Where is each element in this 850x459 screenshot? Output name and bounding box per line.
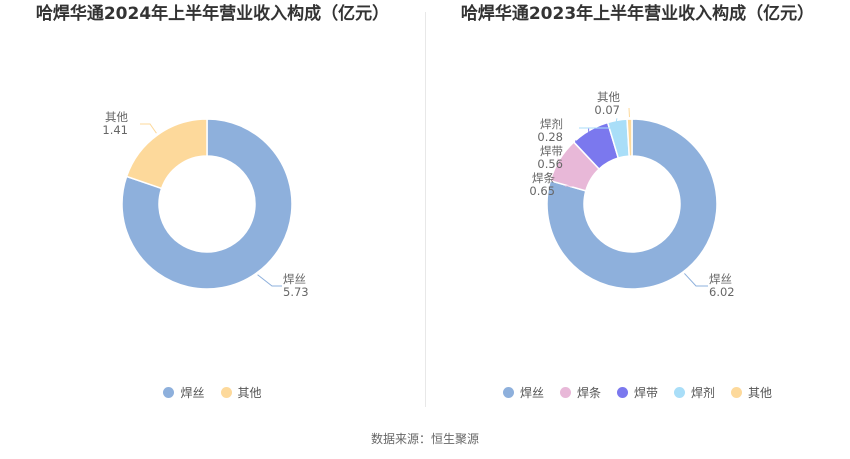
legend-dot-icon: [220, 387, 232, 398]
slice-label-value: 6.02: [709, 285, 735, 299]
legend-item-焊剂[interactable]: 焊剂: [674, 384, 715, 401]
legend-item-焊丝[interactable]: 焊丝: [502, 384, 544, 401]
slice-label-name: 焊带: [540, 144, 563, 158]
slice-label-name: 其他: [597, 90, 620, 104]
chart-panel-2024: 哈焊华通2024年上半年营业收入构成（亿元） 焊丝 5.73 其他 1.41 焊丝 其他: [0, 0, 425, 410]
legend-dot-icon: [616, 387, 628, 398]
leader-line-焊剂: [579, 118, 618, 129]
leader-line-焊丝: [684, 273, 708, 287]
slice-label-value: 0.07: [594, 103, 620, 117]
slice-其他: [626, 118, 633, 157]
legend-dot-icon: [731, 387, 743, 398]
legend-dot-icon: [502, 387, 514, 398]
slice-label-value: 0.56: [537, 157, 563, 171]
leader-line-焊带: [575, 128, 590, 142]
legend-dot-icon: [559, 387, 571, 398]
slice-其他: [125, 118, 208, 190]
legend-label: 焊带: [633, 386, 658, 400]
slice-label-name: 焊丝: [709, 272, 732, 286]
legend-item-焊带[interactable]: 焊带: [616, 384, 658, 401]
legend-dot-icon: [163, 387, 175, 398]
legend-label: 焊条: [576, 386, 601, 400]
legend-label: 焊剂: [691, 386, 716, 400]
legend-dot-icon: [674, 387, 685, 398]
chart-title: 哈焊华通2024年上半年营业收入构成（亿元）: [35, 4, 390, 24]
legend-label: 其他: [237, 386, 262, 400]
slice-label-name: 焊条: [532, 171, 555, 185]
slice-label-value: 0.65: [529, 184, 555, 198]
data-source-note: 数据来源：恒生聚源: [370, 432, 479, 446]
slice-label-name: 焊剂: [540, 117, 563, 131]
legend: 焊丝 焊条 焊带 焊剂 其他: [425, 384, 850, 401]
slice-label-value: 1.41: [102, 123, 128, 137]
slice-label-name: 焊丝: [283, 272, 306, 286]
donut-chart-2024: 焊丝5.73 其他1.41: [102, 110, 309, 299]
legend-item-焊丝[interactable]: 焊丝: [163, 384, 205, 401]
legend-label: 焊丝: [519, 386, 544, 400]
slice-焊丝: [121, 118, 293, 290]
slice-label-value: 5.73: [283, 285, 309, 299]
legend-item-焊条[interactable]: 焊条: [559, 384, 601, 401]
leader-line-焊条: [557, 158, 576, 187]
slice-label-name: 其他: [105, 110, 128, 124]
leader-line-焊丝: [257, 274, 282, 287]
legend-label: 其他: [748, 386, 773, 400]
legend: 焊丝 其他: [0, 384, 425, 401]
slice-label-value: 0.28: [537, 130, 563, 144]
legend-item-其他[interactable]: 其他: [220, 384, 262, 401]
chart-title: 哈焊华通2023年上半年营业收入构成（亿元）: [460, 4, 815, 24]
donut-chart-2023: 焊丝6.02 焊条0.65 焊带0.56 焊剂0.28 其他0.07: [529, 90, 735, 299]
leader-line-其他: [140, 123, 157, 134]
legend-label: 焊丝: [180, 386, 205, 400]
legend-item-其他[interactable]: 其他: [731, 384, 772, 401]
panel-divider: [425, 12, 426, 407]
chart-panel-2023: 哈焊华通2023年上半年营业收入构成（亿元） 焊丝 6.02 焊条 0.65 焊带 0.5…: [425, 0, 850, 410]
slice-焊丝: [546, 118, 718, 290]
